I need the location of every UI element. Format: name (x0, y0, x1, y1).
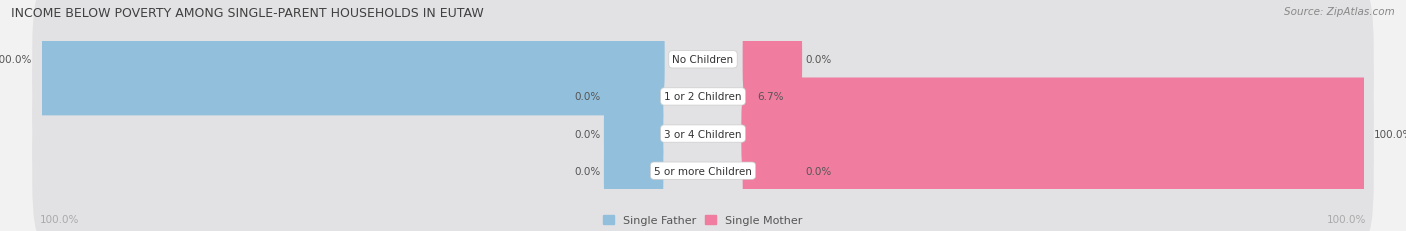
Text: No Children: No Children (672, 55, 734, 65)
FancyBboxPatch shape (32, 30, 1374, 164)
Text: 6.7%: 6.7% (758, 92, 783, 102)
Text: Source: ZipAtlas.com: Source: ZipAtlas.com (1284, 7, 1395, 17)
Text: 0.0%: 0.0% (806, 166, 832, 176)
Text: 3 or 4 Children: 3 or 4 Children (664, 129, 742, 139)
Text: 1 or 2 Children: 1 or 2 Children (664, 92, 742, 102)
FancyBboxPatch shape (34, 4, 665, 116)
Text: 5 or more Children: 5 or more Children (654, 166, 752, 176)
FancyBboxPatch shape (32, 104, 1374, 231)
Text: 100.0%: 100.0% (1374, 129, 1406, 139)
FancyBboxPatch shape (605, 122, 664, 219)
Text: 100.0%: 100.0% (1327, 214, 1367, 224)
Text: 0.0%: 0.0% (806, 55, 832, 65)
Legend: Single Father, Single Mother: Single Father, Single Mother (603, 215, 803, 225)
FancyBboxPatch shape (742, 12, 801, 109)
Text: 0.0%: 0.0% (574, 92, 600, 102)
FancyBboxPatch shape (32, 67, 1374, 201)
Text: 0.0%: 0.0% (574, 166, 600, 176)
Text: 100.0%: 100.0% (39, 214, 79, 224)
FancyBboxPatch shape (605, 49, 664, 146)
FancyBboxPatch shape (741, 78, 1372, 190)
FancyBboxPatch shape (32, 0, 1374, 127)
Text: INCOME BELOW POVERTY AMONG SINGLE-PARENT HOUSEHOLDS IN EUTAW: INCOME BELOW POVERTY AMONG SINGLE-PARENT… (11, 7, 484, 20)
FancyBboxPatch shape (742, 122, 801, 219)
FancyBboxPatch shape (605, 85, 664, 182)
Text: 0.0%: 0.0% (574, 129, 600, 139)
Text: 100.0%: 100.0% (0, 55, 32, 65)
